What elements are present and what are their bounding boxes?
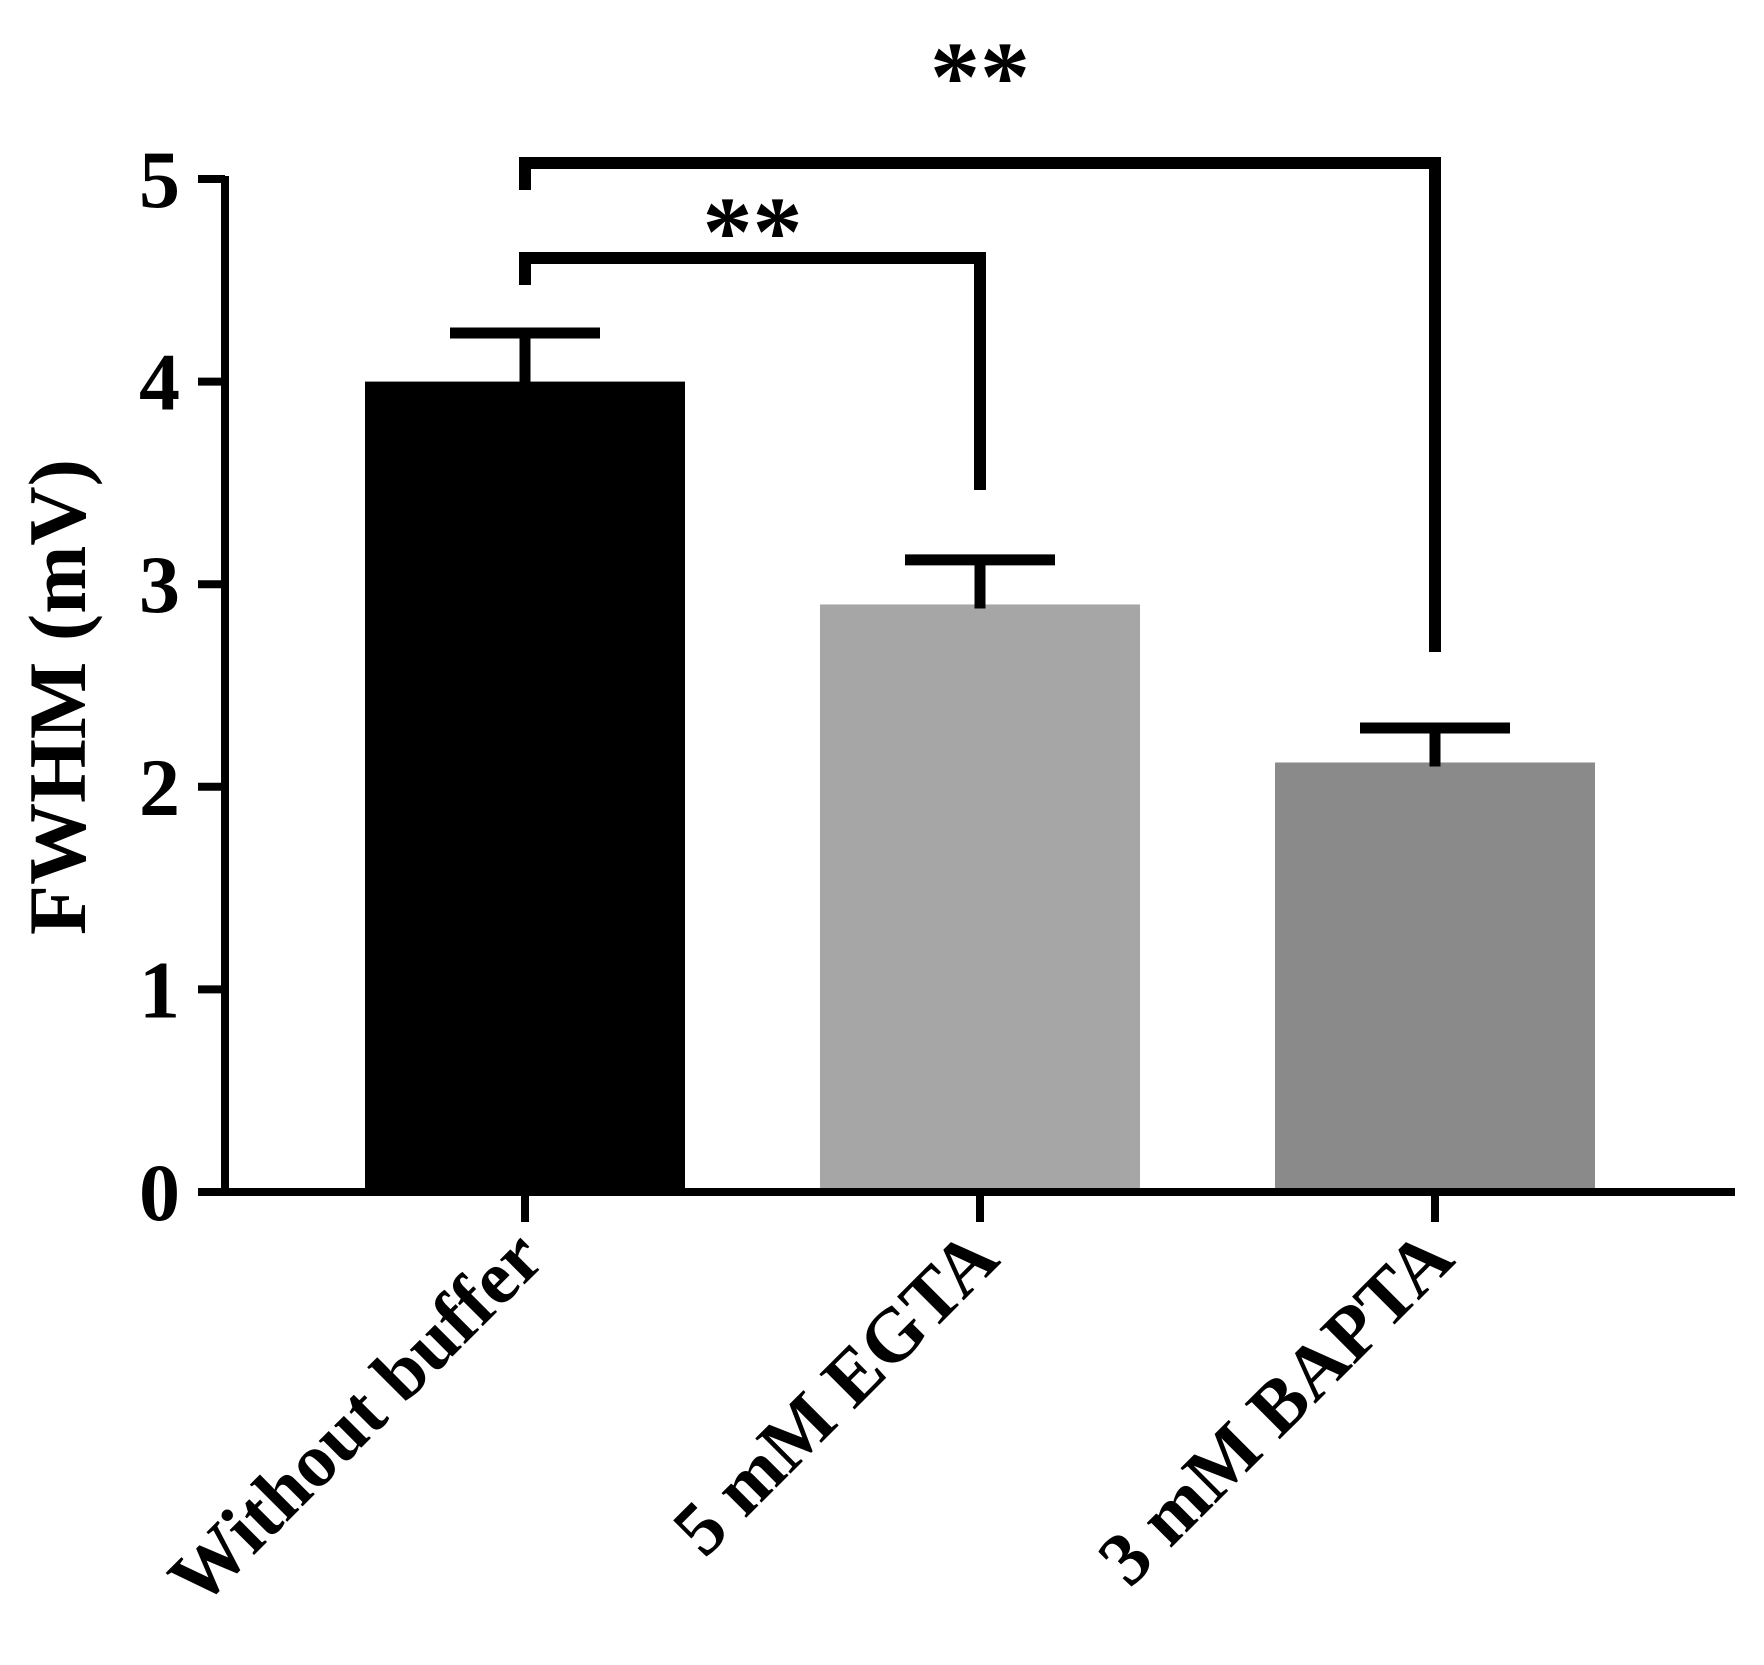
y-tick-label-5: 5	[139, 134, 180, 225]
bar-1	[820, 604, 1140, 1192]
bar-0	[365, 381, 685, 1193]
category-label-0: Without buffer	[153, 1215, 559, 1621]
bars-group	[365, 381, 1595, 1193]
y-tick-label-0: 0	[139, 1147, 180, 1238]
y-tick-label-2: 2	[139, 742, 180, 833]
significance-label-0: **	[703, 176, 803, 287]
category-label-1: 5 mM EGTA	[657, 1215, 1014, 1572]
bar-2	[1275, 762, 1595, 1192]
significance-bracket-1	[519, 157, 1441, 652]
significance-group: ** **	[519, 21, 1441, 652]
y-axis-title: FWHM (mV)	[12, 459, 103, 935]
y-tick-label-1: 1	[139, 944, 180, 1035]
y-tick-label-4: 4	[139, 337, 180, 428]
y-tick-label-3: 3	[139, 539, 180, 630]
significance-label-1: **	[930, 21, 1030, 132]
category-label-2: 3 mM BAPTA	[1082, 1215, 1469, 1602]
error-bars-group	[450, 327, 1510, 767]
significance-bracket-0	[519, 252, 986, 490]
